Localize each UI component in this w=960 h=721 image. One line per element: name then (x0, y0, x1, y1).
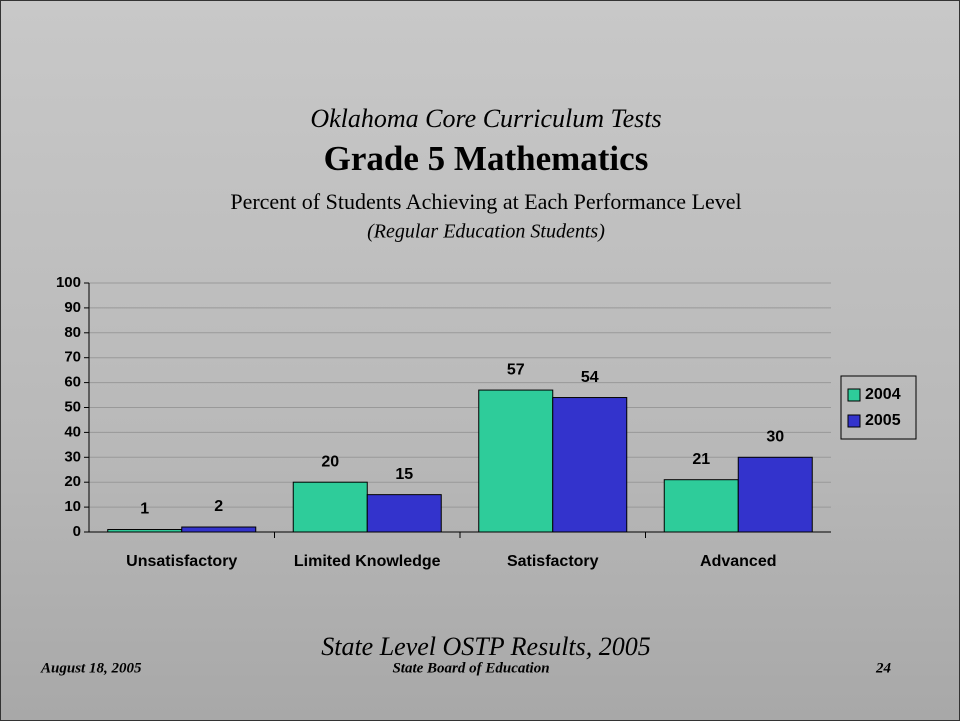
y-tick-label: 70 (64, 349, 81, 366)
data-label: 54 (581, 369, 599, 386)
data-label: 57 (507, 361, 525, 378)
legend-box (840, 375, 917, 440)
x-tick-label: Advanced (700, 553, 777, 570)
y-tick-label: 80 (64, 324, 81, 341)
x-tick-label: Unsatisfactory (126, 553, 238, 570)
legend-swatch (847, 388, 861, 402)
y-tick-label: 10 (64, 498, 81, 515)
data-label: 21 (692, 451, 710, 468)
bar (663, 479, 739, 533)
legend-label: 2004 (865, 386, 901, 403)
data-label: 30 (766, 429, 784, 446)
y-tick-label: 100 (56, 274, 81, 291)
caption: State Level OSTP Results, 2005 (321, 632, 651, 661)
data-label: 20 (321, 453, 339, 470)
bar (478, 389, 554, 533)
bar (107, 529, 183, 533)
y-tick-label: 40 (64, 423, 81, 440)
supertitle: Oklahoma Core Curriculum Tests (310, 104, 661, 133)
bar (181, 526, 257, 533)
chart-title: Grade 5 Mathematics (324, 139, 649, 178)
organization: State Board of Education (392, 660, 549, 676)
data-label: 1 (140, 501, 149, 518)
x-tick-label: Satisfactory (506, 553, 599, 570)
subtitle: Percent of Students Achieving at Each Pe… (230, 189, 741, 214)
legend-swatch (847, 414, 861, 428)
y-tick-label: 20 (64, 473, 81, 490)
data-label: 15 (395, 466, 413, 483)
y-tick-label: 50 (64, 398, 81, 415)
bar (737, 456, 813, 533)
note: (Regular Education Students) (367, 221, 605, 243)
x-tick-label: Limited Knowledge (293, 553, 441, 570)
page-number: 24 (875, 660, 892, 676)
data-label: 2 (214, 498, 223, 515)
y-tick-label: 30 (64, 448, 81, 465)
date: August 18, 2005 (40, 660, 142, 676)
y-tick-label: 60 (64, 374, 81, 391)
y-tick-label: 90 (64, 299, 81, 316)
legend-label: 2005 (865, 412, 901, 429)
bar (292, 481, 368, 533)
y-tick-label: 0 (73, 523, 81, 540)
bar (552, 397, 628, 533)
bar (366, 494, 442, 533)
